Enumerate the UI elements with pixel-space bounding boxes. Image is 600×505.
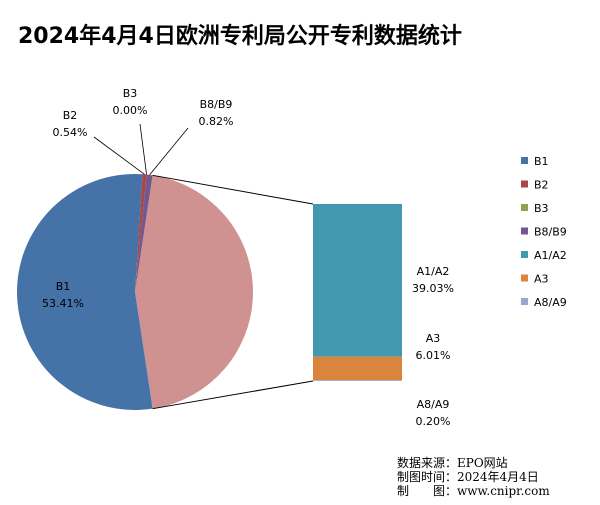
legend-label-a8-a9: A8/A9 [534, 296, 567, 309]
legend-swatch-a3 [521, 275, 528, 282]
data-label-a3: A36.01% [416, 332, 451, 362]
data-label-b2: B20.54% [53, 109, 88, 139]
legend-swatch-b2 [521, 181, 528, 188]
data-label-a1-a2: A1/A239.03% [412, 265, 454, 295]
legend-label-a3: A3 [534, 273, 549, 286]
legend-label-a1-a2: A1/A2 [534, 249, 567, 262]
bar-segment-a8-a9 [313, 380, 402, 381]
legend-label-b8-b9: B8/B9 [534, 226, 567, 239]
legend-label-b2: B2 [534, 179, 549, 192]
legend-swatch-b3 [521, 204, 528, 211]
legend-swatch-a1-a2 [521, 251, 528, 258]
pie-slice-a-other [135, 175, 253, 408]
pie [17, 174, 253, 410]
legend-swatch-a8-a9 [521, 298, 528, 305]
legend-label-b3: B3 [534, 202, 549, 215]
date-line: 制图时间：2024年4月4日 [397, 470, 539, 484]
legend: B1 B2 B3 B8/B9 A1/A2 A3 A8/A9 [521, 155, 567, 309]
bar-segment-a3 [313, 357, 402, 381]
data-label-a8-a9: A8/A90.20% [416, 398, 451, 428]
pie-slice-b1 [17, 174, 153, 410]
label-leader-line [150, 128, 188, 175]
bar-segment-a1-a2 [313, 204, 402, 357]
legend-swatch-b1 [521, 157, 528, 164]
legend-label-b1: B1 [534, 155, 549, 168]
data-label-b3: B30.00% [113, 87, 148, 117]
legend-swatch-b8-b9 [521, 228, 528, 235]
author-line: 制 图：www.cnipr.com [397, 484, 550, 498]
source-line: 数据来源：EPO网站 [397, 456, 508, 470]
label-leader-line [94, 137, 145, 174]
label-leader-line [140, 124, 147, 175]
data-label-b8-b9: B8/B90.82% [199, 98, 234, 128]
stacked-bar [313, 204, 402, 381]
